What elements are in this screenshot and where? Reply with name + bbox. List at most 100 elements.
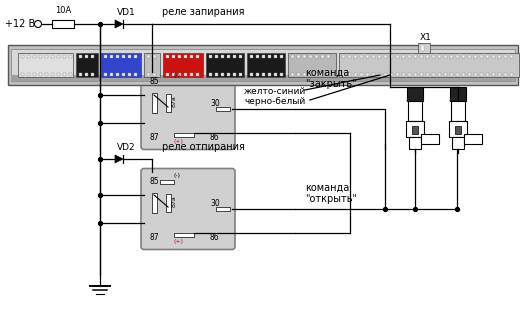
Bar xyxy=(63,54,65,57)
Bar xyxy=(91,73,93,75)
Bar xyxy=(63,73,65,75)
Bar xyxy=(79,54,82,57)
Bar xyxy=(103,54,106,57)
Bar xyxy=(256,73,259,75)
Bar xyxy=(214,73,218,75)
Bar xyxy=(268,73,270,75)
Bar xyxy=(239,73,241,75)
Bar xyxy=(115,73,119,75)
Bar xyxy=(261,54,265,57)
Bar xyxy=(407,87,423,101)
Bar xyxy=(485,54,489,57)
Bar xyxy=(232,73,236,75)
Bar xyxy=(160,79,174,84)
Bar xyxy=(473,54,476,57)
Bar xyxy=(268,54,270,57)
Bar xyxy=(196,73,199,75)
Bar xyxy=(406,121,424,137)
Bar xyxy=(103,73,106,75)
Bar xyxy=(419,54,423,57)
Bar xyxy=(421,45,424,51)
Bar xyxy=(320,54,324,57)
Bar xyxy=(220,73,223,75)
Bar xyxy=(327,54,329,57)
Bar xyxy=(395,54,398,57)
Bar xyxy=(510,54,512,57)
Text: желто-синий: желто-синий xyxy=(244,87,306,96)
Bar xyxy=(444,54,446,57)
Bar xyxy=(450,54,453,57)
Bar xyxy=(152,54,155,57)
Text: 30: 30 xyxy=(210,199,220,207)
Text: VD2: VD2 xyxy=(117,143,135,152)
Bar xyxy=(467,54,471,57)
Bar xyxy=(497,54,501,57)
Bar xyxy=(69,73,72,75)
Bar xyxy=(21,54,24,57)
Bar xyxy=(302,54,306,57)
Text: 85: 85 xyxy=(149,177,159,186)
Bar xyxy=(122,54,124,57)
Text: 87: 87 xyxy=(149,233,159,241)
Bar xyxy=(341,54,345,57)
Bar xyxy=(239,54,241,57)
Bar xyxy=(11,75,515,81)
Bar xyxy=(249,54,252,57)
Bar xyxy=(347,73,350,75)
Bar xyxy=(315,54,317,57)
Bar xyxy=(274,73,277,75)
Bar xyxy=(256,54,259,57)
Bar xyxy=(274,54,277,57)
Bar xyxy=(419,73,423,75)
Bar xyxy=(8,45,518,85)
Bar xyxy=(418,43,430,53)
Bar xyxy=(290,54,294,57)
Bar xyxy=(171,54,174,57)
Bar xyxy=(372,54,375,57)
Bar xyxy=(315,73,317,75)
Text: VD1: VD1 xyxy=(117,8,136,17)
Bar xyxy=(412,126,418,134)
Bar xyxy=(232,54,236,57)
Bar xyxy=(279,54,282,57)
Bar xyxy=(503,54,506,57)
Bar xyxy=(84,54,87,57)
Text: черно-белый: черно-белый xyxy=(244,97,305,106)
Bar xyxy=(133,54,136,57)
Bar xyxy=(227,54,229,57)
Bar xyxy=(56,54,60,57)
Bar xyxy=(462,54,464,57)
Bar xyxy=(437,54,441,57)
Bar xyxy=(408,101,422,121)
Bar xyxy=(178,73,181,75)
Bar xyxy=(209,54,211,57)
Text: реле запирания: реле запирания xyxy=(162,7,245,17)
Bar xyxy=(171,73,174,75)
Bar xyxy=(347,54,350,57)
Bar xyxy=(91,54,93,57)
Bar xyxy=(206,53,244,77)
Bar xyxy=(249,73,252,75)
Bar xyxy=(354,54,356,57)
Text: 86: 86 xyxy=(210,133,220,142)
Bar xyxy=(84,73,87,75)
Bar xyxy=(480,73,483,75)
Bar xyxy=(327,73,329,75)
Bar xyxy=(147,54,150,57)
Bar xyxy=(261,73,265,75)
Bar xyxy=(128,54,131,57)
Bar xyxy=(464,134,482,144)
Text: 87a: 87a xyxy=(172,95,177,107)
Bar xyxy=(437,73,441,75)
Bar xyxy=(166,194,171,212)
Bar xyxy=(455,54,458,57)
Bar xyxy=(56,73,60,75)
Bar xyxy=(407,73,411,75)
Bar xyxy=(144,53,160,77)
Text: (-): (-) xyxy=(174,172,181,178)
Bar xyxy=(110,73,112,75)
Bar xyxy=(449,121,467,137)
Bar xyxy=(432,73,434,75)
Bar xyxy=(147,73,150,75)
Bar xyxy=(69,54,72,57)
